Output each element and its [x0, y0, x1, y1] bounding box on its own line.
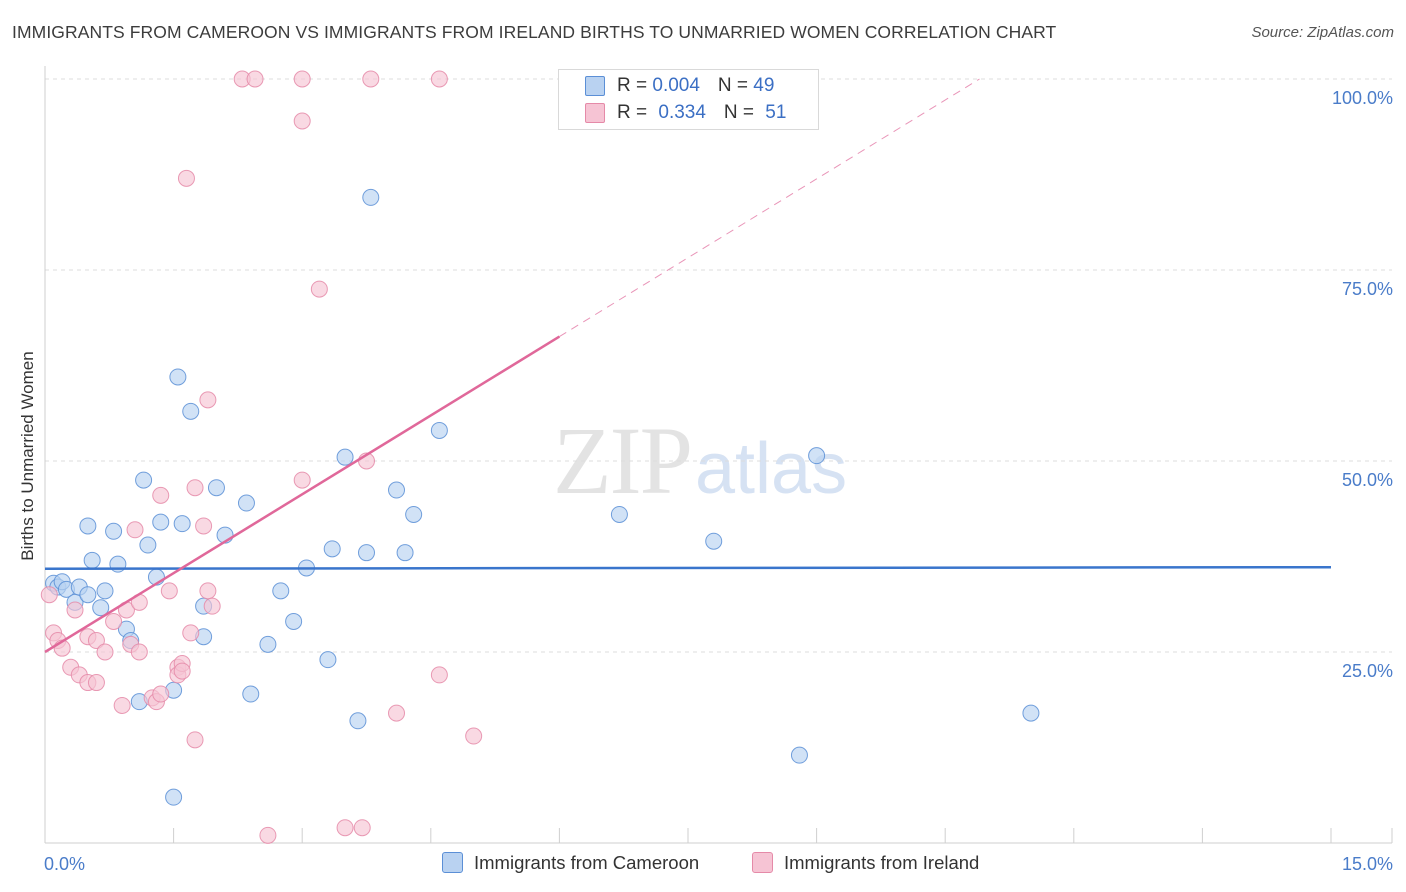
- ireland-point: [177, 169, 195, 187]
- watermark-atlas: atlas: [695, 429, 848, 509]
- ireland-point: [430, 70, 448, 88]
- legend-n-value: 49: [753, 75, 775, 96]
- cameroon-point: [165, 788, 183, 806]
- source-credit: Source: ZipAtlas.com: [1251, 24, 1394, 41]
- ireland-point: [353, 819, 371, 837]
- ireland-point: [126, 521, 144, 539]
- ireland-point: [66, 601, 84, 619]
- stats-legend: R = 0.004 N = 49 R = 0.334 N = 51: [558, 69, 819, 130]
- ireland-point: [293, 70, 311, 88]
- legend-n-label: N =: [717, 75, 754, 96]
- cameroon-point: [808, 447, 826, 465]
- chart-title: IMMIGRANTS FROM CAMEROON VS IMMIGRANTS F…: [12, 22, 1057, 42]
- y-tick-label: 25.0%: [1342, 661, 1393, 681]
- y-tick-label: 50.0%: [1342, 470, 1393, 490]
- cameroon-point: [362, 188, 380, 206]
- legend-r-label: R =: [617, 102, 653, 123]
- cameroon-point: [182, 402, 200, 420]
- cameroon-point: [388, 481, 406, 499]
- ireland-point: [105, 612, 123, 630]
- series-label-cameroon: Immigrants from Cameroon: [474, 852, 700, 873]
- y-tick-label: 75.0%: [1342, 279, 1393, 299]
- ireland-point: [186, 479, 204, 497]
- legend-r-value: 0.004: [652, 75, 700, 96]
- cameroon-point: [237, 494, 255, 512]
- cameroon-point: [336, 448, 354, 466]
- cameroon-point: [169, 368, 187, 386]
- ireland-point: [87, 632, 105, 650]
- cameroon-point: [152, 513, 170, 531]
- cameroon-point: [139, 536, 157, 554]
- cameroon-point: [790, 746, 808, 764]
- cameroon-point: [79, 586, 97, 604]
- legend-r-label: R =: [617, 75, 653, 96]
- ireland-point: [203, 597, 221, 615]
- ireland-point: [130, 643, 148, 661]
- series-swatch-cameroon: [442, 852, 463, 873]
- cameroon-point: [1022, 704, 1040, 722]
- series-swatch-ireland: [752, 852, 773, 873]
- cameroon-point: [349, 712, 367, 730]
- legend-n-label: N =: [723, 102, 760, 123]
- ireland-point: [96, 643, 114, 661]
- legend-swatch-ireland: [585, 103, 605, 123]
- ireland-point: [465, 727, 483, 745]
- series-label-ireland: Immigrants from Ireland: [784, 852, 980, 873]
- cameroon-point: [105, 522, 123, 540]
- ireland-point: [362, 70, 380, 88]
- ireland-point: [87, 674, 105, 692]
- ireland-point: [173, 662, 191, 680]
- y-tick-label: 100.0%: [1332, 88, 1393, 108]
- cameroon-point: [259, 635, 277, 653]
- cameroon-point: [173, 515, 191, 533]
- ireland-point: [152, 685, 170, 703]
- cameroon-point: [358, 544, 375, 562]
- legend-text-cameroon: R = 0.004 N = 49: [617, 75, 774, 97]
- ireland-point: [186, 731, 204, 749]
- ireland-point: [199, 391, 217, 409]
- cameroon-point: [207, 479, 225, 497]
- cameroon-point: [96, 582, 114, 600]
- ireland-point: [40, 586, 58, 604]
- cameroon-point: [430, 421, 448, 439]
- ireland-point: [293, 112, 311, 130]
- ireland-point: [160, 582, 178, 600]
- legend-n-value: 51: [765, 102, 787, 123]
- ireland-point: [182, 624, 200, 642]
- ireland-point: [430, 666, 448, 684]
- legend-r-value: 0.334: [658, 102, 706, 123]
- cameroon-point: [319, 651, 337, 669]
- ireland-point: [310, 280, 328, 298]
- ireland-point: [113, 696, 131, 714]
- ireland-point: [152, 486, 170, 504]
- x-tick-label: 0.0%: [44, 854, 85, 874]
- cameroon-point: [83, 551, 101, 569]
- cameroon-point: [705, 532, 723, 550]
- cameroon-trend-line: [44, 565, 1332, 570]
- cameroon-point: [79, 517, 97, 535]
- cameroon-point: [396, 544, 414, 562]
- cameroon-point: [242, 685, 260, 703]
- x-tick-label: 15.0%: [1342, 854, 1393, 874]
- ireland-point: [388, 704, 406, 722]
- ireland-point: [336, 819, 354, 837]
- cameroon-point: [285, 612, 303, 630]
- cameroon-point: [323, 540, 341, 558]
- legend-swatch-cameroon: [585, 76, 605, 96]
- ireland-point: [293, 471, 311, 489]
- cameroon-point: [405, 505, 423, 523]
- ireland-trend-extension: [559, 78, 980, 338]
- ireland-point: [246, 70, 264, 88]
- cameroon-point: [135, 471, 153, 489]
- legend-text-ireland: R = 0.334 N = 51: [617, 102, 786, 124]
- ireland-trend-line: [44, 335, 561, 654]
- ireland-point: [195, 517, 213, 535]
- cameroon-point: [610, 505, 628, 523]
- ireland-point: [259, 826, 277, 844]
- ireland-point: [199, 582, 217, 600]
- cameroon-point: [272, 582, 290, 600]
- cameroon-point: [92, 599, 110, 617]
